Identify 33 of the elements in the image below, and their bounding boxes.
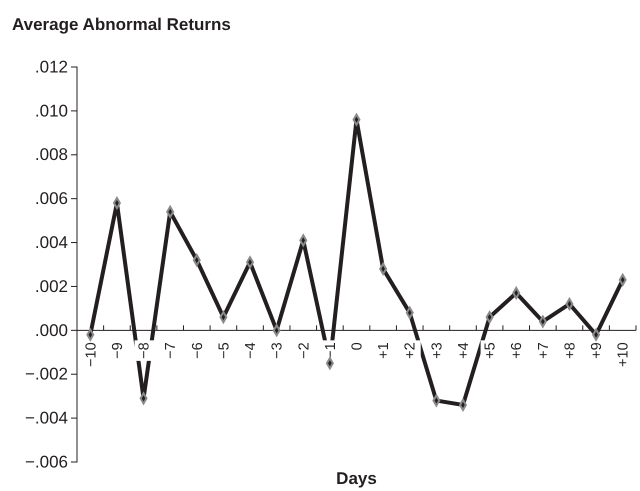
x-tick-label: −9	[110, 342, 126, 359]
x-tick-label: −5	[216, 342, 232, 359]
x-tick-label: +1	[376, 342, 392, 359]
x-tick-label: +8	[562, 342, 578, 359]
y-tick-label: .012	[34, 57, 68, 76]
x-tick-label: +3	[429, 342, 446, 359]
x-tick-label: −4	[243, 342, 260, 359]
x-tick-label: −3	[270, 342, 286, 359]
x-tick-label: +10	[616, 342, 632, 367]
y-tick-label: .006	[34, 189, 68, 208]
x-tick-label: −2	[296, 342, 312, 359]
x-tick-label: +7	[536, 342, 552, 359]
x-tick-label: +2	[402, 342, 419, 359]
x-tick-label: −10	[83, 342, 100, 367]
x-tick-label: +9	[589, 342, 606, 359]
y-tick-label: −.002	[24, 364, 68, 384]
y-tick-label: −.004	[24, 408, 68, 428]
x-tick-label: +4	[456, 342, 472, 359]
chart-title: Average Abnormal Returns	[12, 15, 231, 34]
x-tick-label: 0	[350, 342, 366, 350]
x-tick-label: −7	[163, 342, 180, 359]
y-tick-label: .004	[34, 232, 68, 252]
x-tick-label: +6	[509, 342, 526, 359]
y-tick-label: .008	[34, 145, 68, 164]
x-axis-title: Days	[336, 469, 377, 488]
y-tick-label: −.006	[24, 452, 68, 472]
x-tick-label: +5	[482, 342, 499, 359]
y-tick-label: .010	[34, 101, 68, 120]
y-tick-label: .000	[34, 320, 68, 340]
y-tick-label: .002	[34, 276, 68, 296]
x-tick-label: −1	[322, 342, 339, 359]
x-tick-label: −8	[136, 342, 153, 359]
x-tick-label: −6	[190, 342, 206, 359]
